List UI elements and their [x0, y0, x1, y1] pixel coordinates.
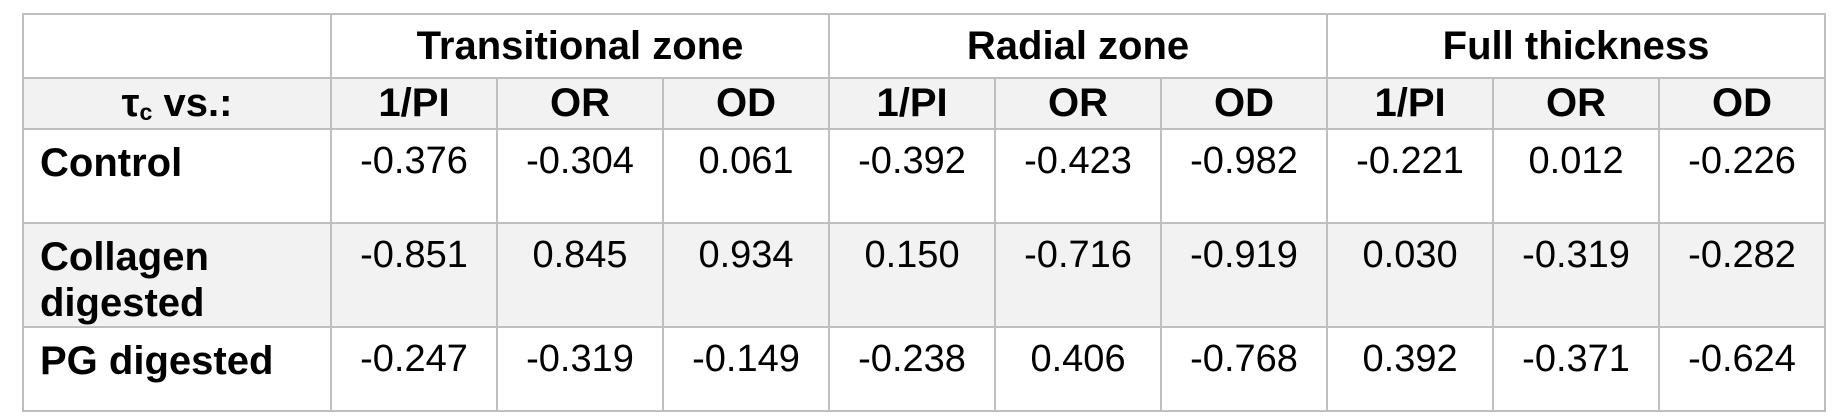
value-pg-full-1pi: 0.392: [1326, 326, 1495, 412]
value-pg-transitional-od: -0.149: [661, 326, 831, 412]
value-control-radial-or: -0.423: [994, 128, 1163, 224]
col-header-radial-od: OD: [1160, 77, 1329, 130]
col-header-full-od: OD: [1658, 77, 1827, 130]
row-label-control: Control: [22, 128, 332, 224]
zone-header-radial: Radial zone: [828, 13, 1329, 79]
row-label-pg-digested: PG digested: [22, 326, 332, 412]
value-pg-full-od: -0.624: [1658, 326, 1827, 412]
tau-vs-text: vs.:: [163, 81, 233, 125]
value-collagen-full-or: -0.319: [1492, 222, 1661, 328]
table-row-pg-digested: PG digested -0.247 -0.319 -0.149 -0.238 …: [22, 326, 1827, 412]
col-header-transitional-or: OR: [496, 77, 664, 130]
zone-header-full-thickness: Full thickness: [1326, 13, 1827, 79]
value-collagen-transitional-or: 0.845: [496, 222, 664, 328]
value-pg-radial-or: 0.406: [994, 326, 1163, 412]
value-pg-radial-1pi: -0.238: [828, 326, 997, 412]
row-label-collagen-digested: Collagen digested: [22, 222, 332, 328]
tau-subscript: c: [139, 99, 153, 126]
value-collagen-transitional-od: 0.934: [661, 222, 831, 328]
value-control-radial-od: -0.982: [1160, 128, 1329, 224]
correlation-table: Transitional zone Radial zone Full thick…: [22, 13, 1827, 412]
value-pg-transitional-1pi: -0.247: [330, 326, 498, 412]
value-collagen-transitional-1pi: -0.851: [330, 222, 498, 328]
value-pg-transitional-or: -0.319: [496, 326, 664, 412]
value-control-full-or: 0.012: [1492, 128, 1661, 224]
value-collagen-radial-or: -0.716: [994, 222, 1163, 328]
col-header-radial-or: OR: [994, 77, 1163, 130]
col-header-transitional-1pi: 1/PI: [330, 77, 498, 130]
tau-vs-label-cell: τc vs.:: [22, 77, 332, 130]
value-control-full-od: -0.226: [1658, 128, 1827, 224]
value-collagen-full-od: -0.282: [1658, 222, 1827, 328]
value-control-transitional-1pi: -0.376: [330, 128, 498, 224]
measure-header-row: τc vs.: 1/PI OR OD 1/PI OR OD 1/PI OR OD: [22, 77, 1827, 130]
col-header-full-1pi: 1/PI: [1326, 77, 1495, 130]
tau-symbol: τ: [121, 81, 140, 125]
col-header-transitional-od: OD: [661, 77, 831, 130]
zone-header-row: Transitional zone Radial zone Full thick…: [22, 13, 1827, 79]
value-control-full-1pi: -0.221: [1326, 128, 1495, 224]
col-header-full-or: OR: [1492, 77, 1661, 130]
value-pg-full-or: -0.371: [1492, 326, 1661, 412]
value-control-radial-1pi: -0.392: [828, 128, 997, 224]
value-collagen-full-1pi: 0.030: [1326, 222, 1495, 328]
table-row-control: Control -0.376 -0.304 0.061 -0.392 -0.42…: [22, 128, 1827, 224]
value-control-transitional-or: -0.304: [496, 128, 664, 224]
value-collagen-radial-1pi: 0.150: [828, 222, 997, 328]
zone-header-transitional: Transitional zone: [329, 13, 831, 79]
value-control-transitional-od: 0.061: [661, 128, 831, 224]
value-collagen-radial-od: -0.919: [1160, 222, 1329, 328]
value-pg-radial-od: -0.768: [1160, 326, 1329, 412]
corner-cell: [22, 13, 332, 79]
table-row-collagen-digested: Collagen digested -0.851 0.845 0.934 0.1…: [22, 222, 1827, 328]
col-header-radial-1pi: 1/PI: [828, 77, 997, 130]
